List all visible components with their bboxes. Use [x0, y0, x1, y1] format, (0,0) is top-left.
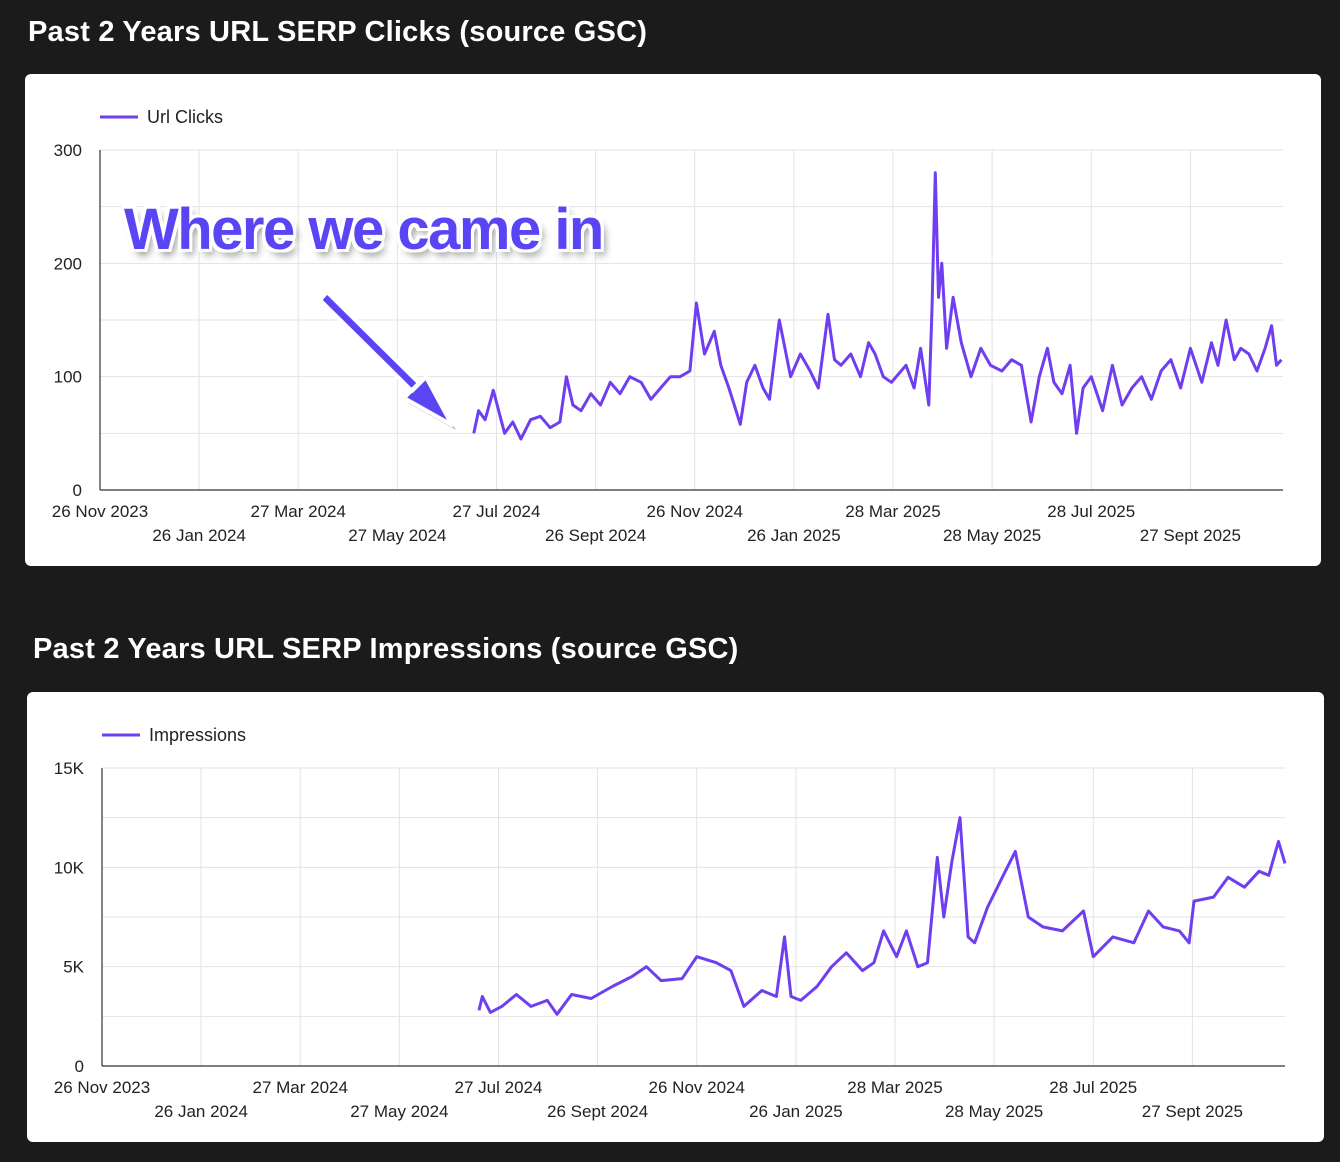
legend-label: Impressions [149, 725, 246, 745]
x-tick-label: 26 Nov 2023 [54, 1078, 150, 1097]
x-tick-label: 28 Mar 2025 [847, 1078, 942, 1097]
x-tick-label: 28 Jul 2025 [1047, 502, 1135, 521]
legend-label: Url Clicks [147, 107, 223, 127]
arrow-shape [318, 290, 454, 427]
x-tick-label: 26 Sept 2024 [545, 526, 646, 545]
x-tick-label: 28 Mar 2025 [845, 502, 940, 521]
x-tick-label: 28 May 2025 [943, 526, 1041, 545]
x-tick-label: 27 Mar 2024 [251, 502, 346, 521]
y-tick-label: 300 [54, 141, 82, 160]
x-tick-label: 27 May 2024 [350, 1102, 448, 1121]
x-tick-label: 26 Jan 2025 [749, 1102, 843, 1121]
annotation-callout: Where we came in [124, 197, 604, 262]
x-tick-label: 27 Jul 2024 [453, 502, 541, 521]
x-tick-label: 26 Nov 2024 [649, 1078, 745, 1097]
y-tick-label: 15K [54, 759, 85, 778]
y-tick-label: 0 [75, 1057, 84, 1076]
series-line-url-clicks [472, 171, 1283, 441]
annotation-arrow-icon [318, 290, 456, 430]
x-tick-label: 27 Sept 2025 [1140, 526, 1241, 545]
x-tick-label: 27 Jul 2024 [455, 1078, 543, 1097]
clicks-chart-title: Past 2 Years URL SERP Clicks (source GSC… [28, 16, 648, 48]
x-tick-label: 26 Jan 2025 [747, 526, 841, 545]
series-line-impressions [477, 816, 1287, 1016]
x-tick-label: 26 Nov 2023 [52, 502, 148, 521]
x-tick-label: 26 Jan 2024 [154, 1102, 248, 1121]
x-tick-label: 27 May 2024 [348, 526, 446, 545]
x-tick-label: 28 May 2025 [945, 1102, 1043, 1121]
y-tick-label: 5K [63, 958, 84, 977]
impressions-chart-title: Past 2 Years URL SERP Impressions (sourc… [33, 633, 739, 665]
x-tick-label: 26 Jan 2024 [152, 526, 246, 545]
y-tick-label: 100 [54, 368, 82, 387]
x-tick-label: 27 Mar 2024 [253, 1078, 348, 1097]
x-tick-label: 28 Jul 2025 [1049, 1078, 1137, 1097]
x-tick-label: 26 Sept 2024 [547, 1102, 648, 1121]
y-tick-label: 0 [73, 481, 82, 500]
y-tick-label: 200 [54, 254, 82, 273]
x-tick-label: 26 Nov 2024 [647, 502, 743, 521]
y-tick-label: 10K [54, 858, 85, 877]
x-tick-label: 27 Sept 2025 [1142, 1102, 1243, 1121]
